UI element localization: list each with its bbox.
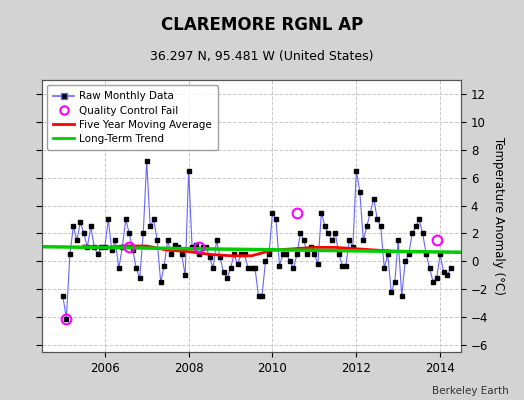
Legend: Raw Monthly Data, Quality Control Fail, Five Year Moving Average, Long-Term Tren: Raw Monthly Data, Quality Control Fail, … [47, 85, 219, 150]
Text: 36.297 N, 95.481 W (United States): 36.297 N, 95.481 W (United States) [150, 50, 374, 63]
Text: Berkeley Earth: Berkeley Earth [432, 386, 508, 396]
Text: CLAREMORE RGNL AP: CLAREMORE RGNL AP [161, 16, 363, 34]
Y-axis label: Temperature Anomaly (°C): Temperature Anomaly (°C) [492, 137, 505, 295]
